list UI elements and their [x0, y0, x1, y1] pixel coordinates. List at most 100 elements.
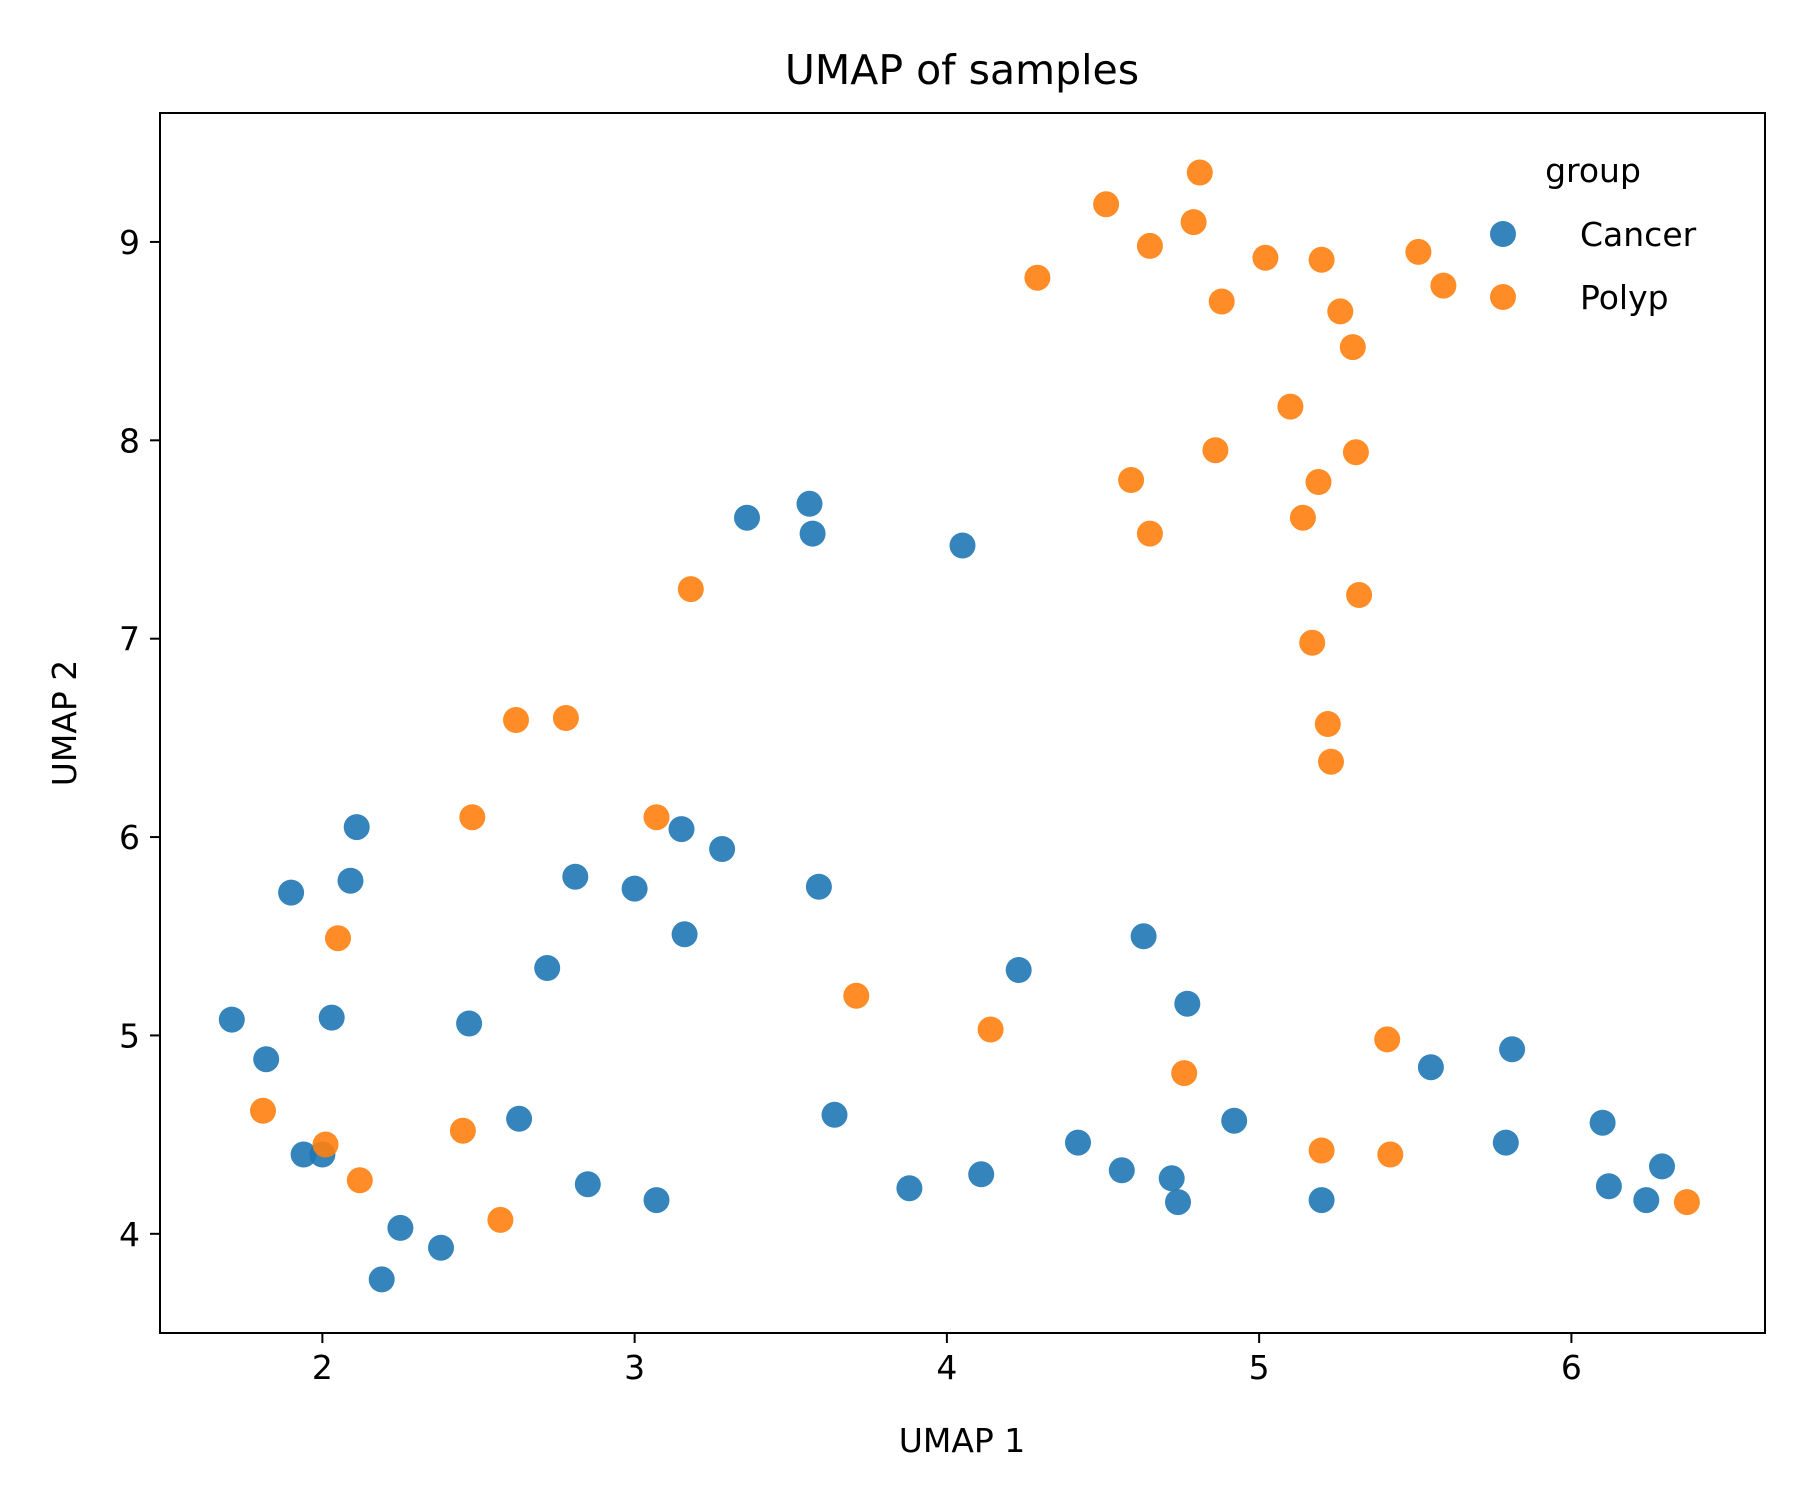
scatter-point: [1221, 1107, 1248, 1134]
scatter-point: [1308, 1187, 1335, 1214]
y-tick-label: 8: [119, 421, 140, 460]
scatter-point: [796, 490, 823, 517]
scatter-point: [1589, 1109, 1616, 1136]
plot-frame: [159, 112, 1766, 1334]
scatter-point: [387, 1214, 414, 1241]
scatter-point: [821, 1101, 848, 1128]
x-tick-label: 3: [624, 1348, 645, 1387]
scatter-point: [1377, 1141, 1404, 1168]
scatter-point: [671, 921, 698, 948]
scatter-point: [503, 707, 529, 733]
scatter-point: [1180, 209, 1207, 236]
y-tick-label: 4: [119, 1215, 140, 1254]
scatter-point: [805, 873, 832, 900]
scatter-point: [949, 532, 976, 559]
scatter-point: [1130, 923, 1157, 950]
scatter-point: [1327, 298, 1354, 325]
scatter-point: [1430, 272, 1457, 299]
y-tick-label: 6: [119, 818, 140, 857]
scatter-point: [428, 1234, 454, 1261]
scatter-point: [1299, 629, 1326, 656]
scatter-point: [1136, 232, 1163, 259]
scatter-point: [734, 504, 760, 531]
x-tick-label: 5: [1249, 1348, 1270, 1387]
scatter-point: [1158, 1165, 1185, 1192]
scatter-point: [456, 1010, 483, 1037]
y-tick-label: 5: [119, 1016, 140, 1055]
scatter-point: [1118, 467, 1145, 493]
scatter-point: [534, 955, 561, 981]
y-tick-label: 7: [119, 620, 140, 659]
scatter-point: [218, 1006, 245, 1033]
scatter-point: [290, 1141, 317, 1168]
legend: group Cancer Polyp: [1490, 151, 1697, 317]
scatter-point: [1065, 1129, 1091, 1156]
scatter-point: [449, 1117, 476, 1144]
scatter-point: [1252, 244, 1279, 271]
legend-label: Polyp: [1580, 278, 1669, 317]
scatter-point: [343, 814, 370, 841]
scatter-point: [1174, 990, 1201, 1017]
scatter-point: [325, 925, 351, 952]
scatter-point: [318, 1004, 345, 1031]
legend-title: group: [1545, 151, 1641, 190]
scatter-point: [574, 1171, 601, 1198]
scatter-point: [1305, 469, 1332, 495]
scatter-point: [896, 1175, 923, 1202]
scatter-point: [562, 863, 589, 890]
scatter-point: [253, 1046, 280, 1073]
scatter-point: [977, 1016, 1004, 1043]
legend-items: Cancer Polyp: [1490, 215, 1697, 317]
scatter-point: [312, 1131, 339, 1158]
scatter-point: [552, 705, 579, 731]
scatter-point: [709, 836, 736, 862]
y-axis-label: UMAP 2: [45, 660, 84, 787]
scatter-point: [1342, 439, 1369, 466]
scatter-point: [368, 1266, 395, 1293]
scatter-point: [1165, 1189, 1191, 1216]
scatter-point: [1417, 1054, 1444, 1081]
y-axis-ticks: 4 5 6 7 8 9: [119, 223, 160, 1254]
scatter-point: [1492, 1129, 1519, 1156]
scatter-point: [1277, 393, 1304, 420]
scatter-point: [1595, 1173, 1622, 1200]
scatter-point: [1405, 238, 1432, 265]
x-tick-label: 6: [1561, 1348, 1582, 1387]
legend-marker: [1490, 284, 1516, 310]
scatter-point: [799, 520, 826, 547]
scatter-point: [1136, 520, 1163, 547]
scatter-point: [1171, 1060, 1198, 1087]
scatter-point: [459, 804, 486, 831]
scatter-point: [278, 879, 305, 906]
scatter-point: [1108, 1157, 1135, 1184]
scatter-point: [643, 1187, 670, 1214]
scatter-point: [1374, 1026, 1401, 1053]
scatter-point: [1308, 246, 1335, 273]
scatter-point: [250, 1097, 276, 1124]
scatter-point: [1673, 1189, 1700, 1216]
scatter-point: [668, 816, 695, 843]
x-axis-label: UMAP 1: [899, 1421, 1026, 1460]
scatter-point: [1024, 264, 1051, 291]
scatter-point: [1093, 191, 1120, 218]
scatter-point: [1318, 748, 1344, 775]
scatter-point: [337, 867, 364, 894]
scatter-point: [487, 1206, 514, 1233]
x-axis-ticks: 2 3 4 5 6: [312, 1333, 1582, 1387]
scatter-point: [1202, 437, 1229, 464]
chart-title: UMAP of samples: [785, 46, 1139, 94]
scatter-point: [506, 1105, 533, 1132]
plot-marks: [218, 159, 1700, 1293]
scatter-point: [1649, 1153, 1675, 1180]
scatter-point: [1346, 582, 1373, 608]
scatter-point: [346, 1167, 373, 1194]
scatter-point: [1314, 711, 1341, 737]
scatter-point: [643, 804, 670, 831]
x-tick-label: 2: [312, 1348, 333, 1387]
scatter-point: [1208, 288, 1235, 315]
scatter-point: [621, 875, 648, 902]
scatter-point: [1289, 504, 1316, 531]
scatter-point: [843, 982, 870, 1009]
y-tick-label: 9: [119, 223, 140, 262]
